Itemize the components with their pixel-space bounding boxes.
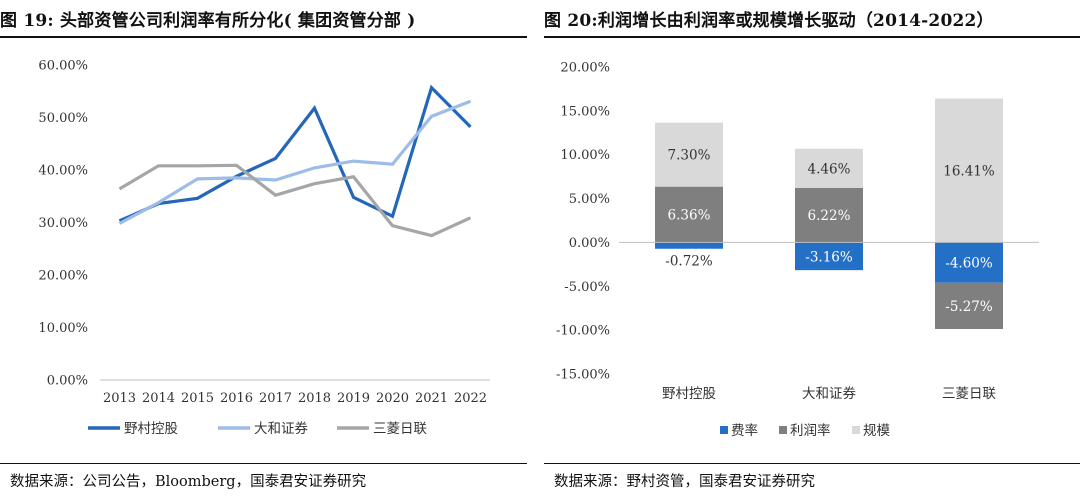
x-tick-label: 三菱日联 [942,386,996,402]
figure-19-panel: 图 19: 头部资管公司利润率有所分化( 集团资管分部 ) 0.00% 10.00… [0,0,527,503]
y-tick-label: 0.00% [569,236,610,251]
y-tick-label: 20.00% [38,269,88,284]
y-tick-label: 15.00% [560,104,610,119]
figure-19-source: 数据来源：公司公告，Bloomberg，国泰君安证券研究 [10,474,367,490]
y-tick-label: 30.00% [38,216,88,231]
bar-segment [935,242,1003,283]
figure-20-bottom-rule [544,463,1080,464]
y-tick-label: 5.00% [569,192,610,207]
data-label: -5.27% [945,299,993,315]
y-tick-label: 50.00% [38,111,88,126]
x-tick-label: 2021 [415,391,448,406]
bar-segment [795,187,863,243]
y-tick-label: 10.00% [560,148,610,163]
figure-20-source: 数据来源：野村资管，国泰君安证券研究 [554,474,815,490]
figure-19-top-rule [0,36,527,38]
bar-segment [795,242,863,271]
bar-segment [655,186,723,243]
figure-19-bottom-rule [0,463,527,464]
y-tick-label: -5.00% [564,280,610,295]
data-label: -3.16% [805,249,853,265]
data-label: -4.60% [945,256,993,272]
legend-label: 大和证券 [254,421,308,437]
y-tick-label: 0.00% [47,374,88,389]
data-label: -0.72% [665,254,713,270]
x-tick-label: 2016 [220,391,253,406]
series-line-2 [118,163,472,238]
x-tick-label: 2017 [259,391,292,406]
figure-19-title: 图 19: 头部资管公司利润率有所分化( 集团资管分部 ) [0,11,416,31]
legend-swatch-2 [852,426,860,434]
x-tick-label: 2019 [337,391,370,406]
y-tick-label: -10.00% [556,324,610,339]
y-tick-label: 60.00% [38,59,88,74]
x-tick-label: 2014 [142,391,175,406]
series-line-1 [118,99,472,225]
figure-20-top-rule [544,36,1080,38]
x-tick-label: 2020 [376,391,409,406]
x-tick-label: 大和证券 [802,386,856,402]
bar-segment [935,98,1003,243]
x-tick-label: 2013 [103,391,136,406]
legend-swatch-1 [779,426,787,434]
y-tick-label: 20.00% [560,61,610,76]
line-chart: 0.00% 10.00% 20.00% 30.00% 40.00% 50.00% 60.00… [38,59,490,437]
bar-segment [655,242,723,249]
y-tick-label: 40.00% [38,164,88,179]
legend-label: 规模 [863,423,891,439]
bar-segment [935,282,1003,330]
x-tick-label: 2018 [298,391,331,406]
legend-label: 费率 [731,422,758,439]
bar-segment [655,122,723,187]
legend-label: 野村控股 [124,421,178,437]
data-label: 4.46% [808,161,851,177]
data-label: 16.41% [943,163,995,179]
data-label: 6.36% [668,208,711,224]
data-label: 7.30% [668,148,711,164]
x-tick-label: 2015 [181,391,214,406]
legend-swatch-0 [720,426,728,434]
x-tick-label: 2022 [454,391,487,406]
figure-20-title: 图 20:利润增长由利润率或规模增长驱动（2014-2022） [544,11,994,31]
data-label: 6.22% [808,208,851,224]
legend-label: 三菱日联 [373,421,427,437]
bar-segment [795,148,863,188]
y-tick-label: 10.00% [38,321,88,336]
legend-label: 利润率 [790,422,831,439]
x-tick-label: 野村控股 [662,386,716,402]
figure-20-panel: 图 20:利润增长由利润率或规模增长驱动（2014-2022） -15.00% -… [544,0,1080,503]
y-tick-label: -15.00% [556,368,610,383]
series-line-0 [118,84,472,223]
stacked-bar-chart: -15.00% -10.00% -5.00% 0.00% 5.00% 10.00% 15.0… [556,61,1039,439]
